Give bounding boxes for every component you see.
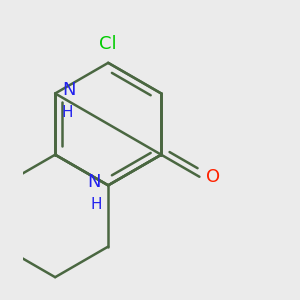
- Text: N: N: [88, 173, 101, 191]
- Text: H: H: [91, 197, 102, 212]
- Text: Cl: Cl: [99, 35, 117, 53]
- Text: N: N: [62, 81, 76, 99]
- Text: O: O: [206, 168, 220, 186]
- Text: H: H: [61, 105, 73, 120]
